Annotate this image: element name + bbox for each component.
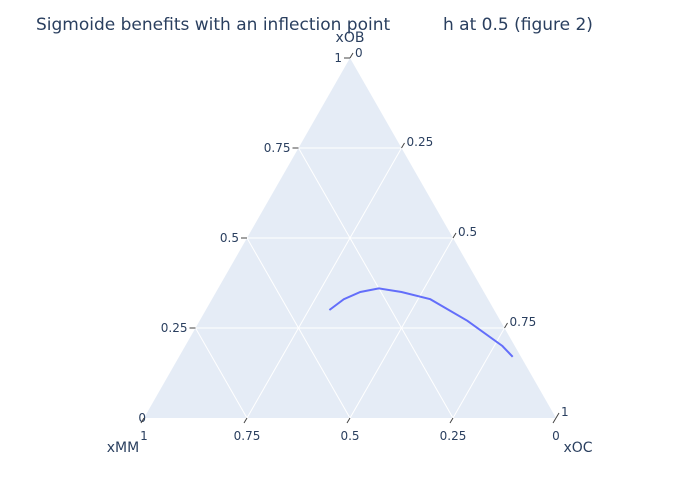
- c-axis-tick-label-2: 0.75: [510, 315, 537, 329]
- gridline-b-1: [246, 237, 351, 419]
- chart-title-part2: h at 0.5 (figure 2): [443, 15, 593, 35]
- b-axis-tick-label-3: 0.25: [440, 429, 467, 443]
- gridline-c-2: [452, 327, 505, 419]
- c-axis-tickmark-3: [555, 412, 560, 419]
- b-axis-tick-label-0: 1: [140, 429, 148, 443]
- gridline-b-2: [195, 327, 248, 419]
- b-axis-tick-label-2: 0.5: [340, 429, 359, 443]
- gridline-b-0: [298, 147, 454, 419]
- c-axis-tickmark-1: [452, 232, 457, 239]
- b-axis-tickmark-0: [140, 417, 145, 424]
- gridline-c-1: [349, 237, 454, 419]
- b-axis-tickmark-1: [243, 417, 248, 424]
- c-axis-tick-label-3: 1: [561, 405, 569, 419]
- b-axis-tick-label-4: 0: [552, 429, 560, 443]
- axis-a-title: xOB: [336, 30, 365, 46]
- b-axis-tickmark-4: [552, 417, 557, 424]
- c-axis-tick-label-0: 0.25: [407, 135, 434, 149]
- series-line-0: [328, 287, 514, 358]
- c-axis-tickmark-2: [504, 322, 508, 329]
- a-axis-tick-label-3: 1: [334, 51, 342, 65]
- a-axis-tick-label-1: 0.5: [220, 231, 239, 245]
- c-axis-apex-label: 0: [355, 46, 363, 60]
- a-axis-zero-label: 0: [138, 411, 146, 425]
- b-axis-tick-label-1: 0.75: [234, 429, 261, 443]
- gridline-c-0: [246, 147, 402, 419]
- b-axis-tickmark-2: [346, 417, 351, 424]
- axis-b-title: xMM: [107, 440, 139, 456]
- chart-title-part1: Sigmoide benefits with an inflection poi…: [36, 15, 390, 35]
- c-axis-tickmark-0: [401, 142, 405, 149]
- axis-c-title: xOC: [563, 440, 592, 456]
- a-axis-tick-label-0: 0.25: [161, 321, 188, 335]
- b-axis-tickmark-3: [449, 417, 454, 424]
- a-axis-tick-label-2: 0.75: [264, 141, 291, 155]
- c-axis-tick-label-1: 0.5: [458, 225, 477, 239]
- c-axis-apex-tickmark: [349, 52, 354, 59]
